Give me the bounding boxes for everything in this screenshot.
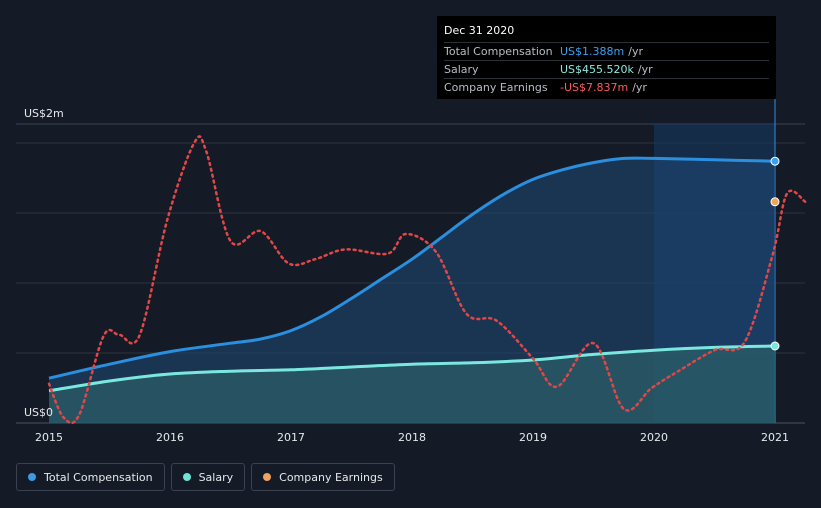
legend-item-salary[interactable]: Salary [170, 463, 246, 491]
total-compensation-line [48, 156, 776, 380]
series-lines [47, 135, 807, 425]
tooltip-row-label: Salary [444, 63, 479, 76]
legend-label: Salary [198, 470, 234, 484]
axis-labels: 2015 2016 2017 2018 2019 2020 2021 US$0 US$2m [24, 107, 789, 444]
total-compensation-point[interactable] [770, 156, 780, 166]
x-tick-label: 2019 [519, 431, 547, 444]
tooltip-row-value: -US$7.837m [560, 81, 629, 94]
x-tick-label: 2015 [35, 431, 63, 444]
tooltip-row-salary: Salary US$455.520k /yr [444, 60, 769, 78]
legend: Total Compensation Salary Company Earnin… [16, 463, 401, 491]
legend-item-company-earnings[interactable]: Company Earnings [251, 463, 395, 491]
tooltip-row-value: US$1.388m [560, 45, 625, 58]
company-earnings-line [47, 135, 807, 425]
tooltip-date: Dec 31 2020 [444, 24, 515, 37]
x-tick-label: 2017 [277, 431, 305, 444]
legend-item-total-compensation[interactable]: Total Compensation [16, 463, 165, 491]
tooltip-row-label: Total Compensation [444, 45, 553, 58]
salary-area [49, 346, 775, 423]
tooltip-row-value: US$455.520k [560, 63, 634, 76]
salary-point[interactable] [770, 341, 780, 351]
legend-label: Company Earnings [279, 470, 383, 484]
tooltip-row-unit: /yr [628, 45, 643, 58]
series-end-points[interactable] [770, 156, 780, 351]
salary-dot-icon [182, 473, 191, 481]
tooltip: Dec 31 2020 Total Compensation US$1.388m… [437, 16, 776, 99]
legend-label: Total Compensation [44, 470, 153, 484]
tooltip-row-total: Total Compensation US$1.388m /yr [444, 42, 769, 60]
x-tick-label: 2021 [761, 431, 789, 444]
x-tick-label: 2020 [640, 431, 668, 444]
y-tick-label: US$2m [24, 107, 64, 120]
x-tick-label: 2016 [156, 431, 184, 444]
total-compensation-dot-icon [28, 473, 36, 481]
y-tick-label: US$0 [24, 406, 53, 419]
tooltip-row-label: Company Earnings [444, 81, 548, 94]
x-tick-label: 2018 [398, 431, 426, 444]
company-earnings-point[interactable] [770, 197, 780, 207]
tooltip-row-unit: /yr [637, 63, 653, 76]
company-earnings-dot-icon [263, 473, 272, 481]
tooltip-row-earnings: Company Earnings -US$7.837m /yr [444, 78, 769, 96]
series-areas [49, 158, 775, 424]
salary-line [48, 344, 776, 393]
tooltip-row-unit: /yr [632, 81, 647, 94]
